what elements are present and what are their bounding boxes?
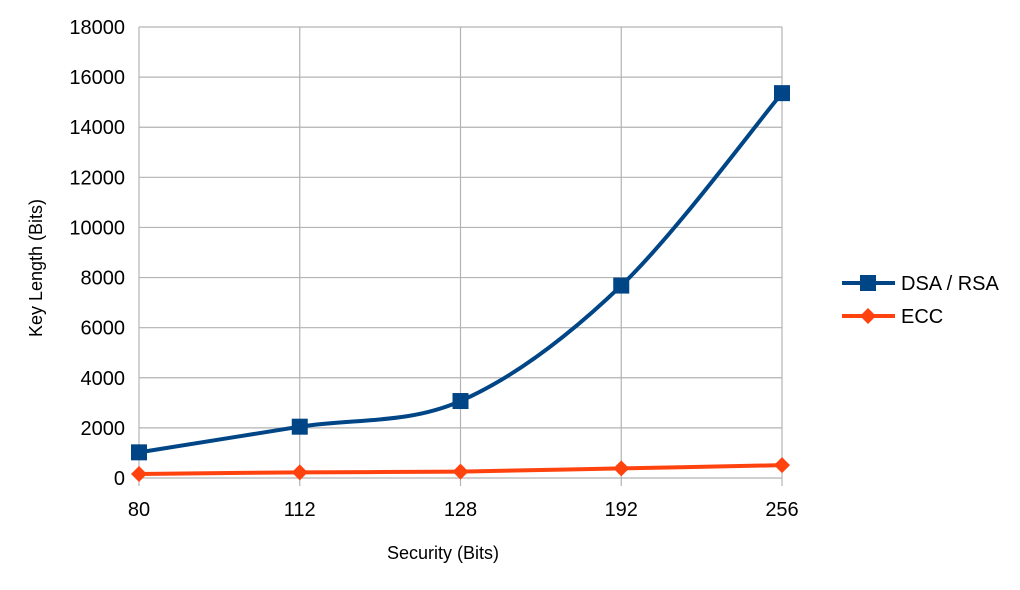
- series-line-dsa-rsa: [137, 91, 784, 455]
- y-tick-label: 2000: [81, 418, 126, 440]
- y-tick-label: 4000: [81, 368, 126, 390]
- data-point-ecc: [774, 457, 790, 474]
- data-point-dsa-rsa: [131, 444, 147, 461]
- y-axis-title: Key Length (Bits): [26, 199, 46, 337]
- data-point-ecc: [452, 463, 469, 480]
- legend-marker-ecc: [860, 308, 876, 324]
- x-tick-label: 112: [284, 499, 316, 521]
- data-point-dsa-rsa: [613, 277, 630, 294]
- y-tick-label: 18000: [69, 17, 125, 39]
- legend-item-dsa-rsa: DSA / RSA: [842, 273, 999, 295]
- data-point-ecc: [131, 465, 147, 482]
- legend-marker-dsa-rsa: [860, 275, 876, 291]
- y-tick-label: 14000: [69, 117, 125, 139]
- gridlines: [138, 26, 783, 479]
- y-tick-label: 6000: [81, 318, 126, 340]
- legend-item-ecc: ECC: [842, 306, 943, 328]
- x-tick-label: 128: [444, 499, 477, 521]
- x-tick-label: 80: [128, 499, 150, 521]
- x-tick-label: 256: [765, 499, 798, 521]
- y-tick-label: 16000: [69, 67, 125, 89]
- legend: DSA / RSA ECC: [842, 273, 999, 328]
- data-point-dsa-rsa: [774, 85, 790, 102]
- legend-label-ecc: ECC: [901, 306, 943, 328]
- y-tick-label: 0: [114, 468, 125, 490]
- data-point-ecc: [291, 464, 308, 481]
- data-markers: [131, 85, 790, 482]
- data-point-dsa-rsa: [452, 393, 469, 410]
- x-tick-labels: 80 112 128 192 256: [128, 499, 799, 521]
- data-point-ecc: [613, 460, 630, 477]
- data-point-dsa-rsa: [291, 418, 308, 435]
- x-tick-label: 192: [605, 499, 638, 521]
- y-tick-label: 8000: [81, 268, 126, 290]
- legend-label-dsa-rsa: DSA / RSA: [901, 273, 999, 295]
- y-tick-label: 10000: [69, 217, 125, 239]
- y-tick-label: 12000: [69, 167, 125, 189]
- x-axis-title: Security (Bits): [387, 543, 499, 563]
- y-tick-labels: 0 2000 4000 6000 8000 10000 12000 14000 16000 180…: [69, 17, 125, 490]
